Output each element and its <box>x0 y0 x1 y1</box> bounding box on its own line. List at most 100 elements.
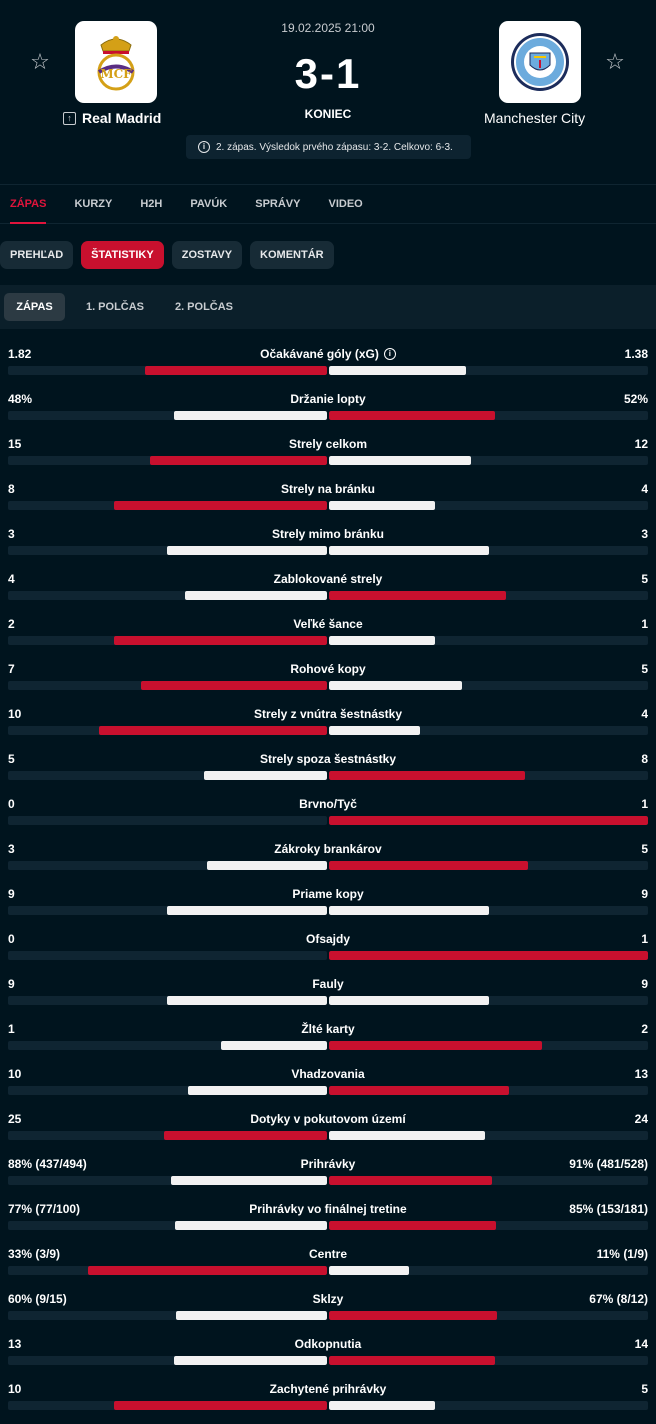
stat-name-label: Strely spoza šestnástky <box>259 752 397 766</box>
stat-away-value: 52% <box>623 392 648 406</box>
stat-name-label: Vhadzovania <box>291 1067 365 1081</box>
stat-home-value: 2 <box>8 617 15 631</box>
stat-home-value: 60% (9/15) <box>8 1292 67 1306</box>
home-bar-fill <box>145 366 327 375</box>
away-bar-track <box>329 1356 648 1365</box>
away-bar-track <box>329 771 648 780</box>
stat-name: Veľké šance <box>0 617 656 631</box>
home-bar-fill <box>88 1266 327 1275</box>
tab-h2h[interactable]: H2H <box>140 198 163 210</box>
stat-home-value: 7 <box>8 662 15 676</box>
away-bar-track <box>329 546 648 555</box>
tab-video[interactable]: VIDEO <box>328 198 363 210</box>
stat-name-label: Dotyky v pokutovom území <box>250 1112 406 1126</box>
tab-kurzy[interactable]: KURZY <box>74 198 113 210</box>
home-bar-track <box>8 411 327 420</box>
tab-pavuk[interactable]: PAVÚK <box>190 198 228 210</box>
stat-away-value: 4 <box>641 707 648 721</box>
stat-name: Brvno/Tyč <box>0 797 656 811</box>
home-bar-track <box>8 951 327 960</box>
away-team-name[interactable]: Manchester City <box>484 110 586 126</box>
stat-home-value: 10 <box>8 707 22 721</box>
stat-away-value: 91% (481/528) <box>569 1157 648 1171</box>
away-bar-fill <box>329 906 489 915</box>
home-bar-track <box>8 771 327 780</box>
stat-home-value: 0 <box>8 797 15 811</box>
stat-row: 0 Ofsajdy 1 <box>0 925 656 970</box>
home-bar-fill <box>221 1041 327 1050</box>
stat-row: 10 Vhadzovania 13 <box>0 1060 656 1105</box>
home-bar-fill <box>171 1176 327 1185</box>
away-bar-track <box>329 1131 648 1140</box>
stat-row: 5 Strely spoza šestnástky 8 <box>0 745 656 790</box>
stats-list: 1.82 Očakávané góly (xG) i 1.38 48% Držanie l… <box>0 340 656 1420</box>
subtab-statistiky[interactable]: ŠTATISTIKY <box>81 241 164 269</box>
tab-spravy[interactable]: SPRÁVY <box>255 198 301 210</box>
away-bar-fill <box>329 1041 542 1050</box>
stat-name: Ofsajdy <box>0 932 656 946</box>
home-bar-track <box>8 726 327 735</box>
away-bar-fill <box>329 1401 435 1410</box>
stat-home-value: 48% <box>8 392 33 406</box>
favorite-away-star-icon[interactable]: ☆ <box>605 49 625 74</box>
away-team-logo[interactable] <box>499 21 581 103</box>
stat-away-value: 14 <box>634 1337 648 1351</box>
period-tab-first-half[interactable]: 1. POLČAS <box>85 301 145 313</box>
home-bar-track <box>8 1041 327 1050</box>
stat-name: Sklzy <box>0 1292 656 1306</box>
home-bar-fill <box>185 591 327 600</box>
info-icon: i <box>198 141 210 153</box>
stat-row: 13 Odkopnutia 14 <box>0 1330 656 1375</box>
away-bar-track <box>329 1266 648 1275</box>
stat-name-label: Strely celkom <box>288 437 368 451</box>
subtab-zostavy[interactable]: ZOSTAVY <box>171 241 243 269</box>
home-bar-track <box>8 861 327 870</box>
period-tab-second-half[interactable]: 2. POLČAS <box>174 301 234 313</box>
stat-row: 1.82 Očakávané góly (xG) i 1.38 <box>0 340 656 385</box>
home-bar-fill <box>176 1311 327 1320</box>
stat-away-value: 4 <box>641 482 648 496</box>
stat-away-value: 8 <box>641 752 648 766</box>
stat-name: Strely mimo bránku <box>0 527 656 541</box>
stat-name-label: Zákroky brankárov <box>274 842 382 856</box>
home-bar-fill <box>174 411 327 420</box>
stat-row: 2 Veľké šance 1 <box>0 610 656 655</box>
stat-name: Strely z vnútra šestnástky <box>0 707 656 721</box>
info-icon[interactable]: i <box>383 348 396 360</box>
home-bar-track <box>8 996 327 1005</box>
favorite-home-star-icon[interactable]: ☆ <box>30 49 50 74</box>
away-bar-fill <box>329 411 495 420</box>
stat-name: Zablokované strely <box>0 572 656 586</box>
stat-row: 15 Strely celkom 12 <box>0 430 656 475</box>
stat-home-value: 1 <box>8 1022 15 1036</box>
stat-home-value: 1.82 <box>8 347 32 361</box>
away-bar-fill <box>329 861 528 870</box>
subtab-komentar[interactable]: KOMENTÁR <box>250 241 334 269</box>
stat-name: Fauly <box>0 977 656 991</box>
away-bar-fill <box>329 636 435 645</box>
stat-home-value: 0 <box>8 932 15 946</box>
stat-away-value: 9 <box>641 977 648 991</box>
home-bar-track <box>8 501 327 510</box>
home-bar-track <box>8 591 327 600</box>
stat-home-value: 3 <box>8 527 15 541</box>
stat-away-value: 67% (8/12) <box>589 1292 648 1306</box>
period-tab-zapas[interactable]: ZÁPAS <box>4 293 65 321</box>
tab-zapas[interactable]: ZÁPAS <box>10 185 47 224</box>
stat-name-label: Očakávané góly (xG) <box>260 347 379 361</box>
subtab-prehlad[interactable]: PREHĽAD <box>0 241 74 269</box>
home-bar-fill <box>167 996 327 1005</box>
home-bar-track <box>8 1356 327 1365</box>
stat-row: 88% (437/494) Prihrávky 91% (481/528) <box>0 1150 656 1195</box>
stat-name-label: Strely na bránku <box>280 482 376 496</box>
home-bar-track <box>8 1401 327 1410</box>
home-team-name[interactable]: ↑ Real Madrid <box>63 110 161 126</box>
match-datetime: 19.02.2025 21:00 <box>281 21 375 35</box>
away-bar-track <box>329 951 648 960</box>
away-bar-fill <box>329 1221 496 1230</box>
stat-name-label: Priame kopy <box>292 887 364 901</box>
away-bar-track <box>329 816 648 825</box>
home-bar-fill <box>114 636 327 645</box>
stat-name: Strely celkom <box>0 437 656 451</box>
home-team-logo[interactable]: MCF <box>75 21 157 103</box>
